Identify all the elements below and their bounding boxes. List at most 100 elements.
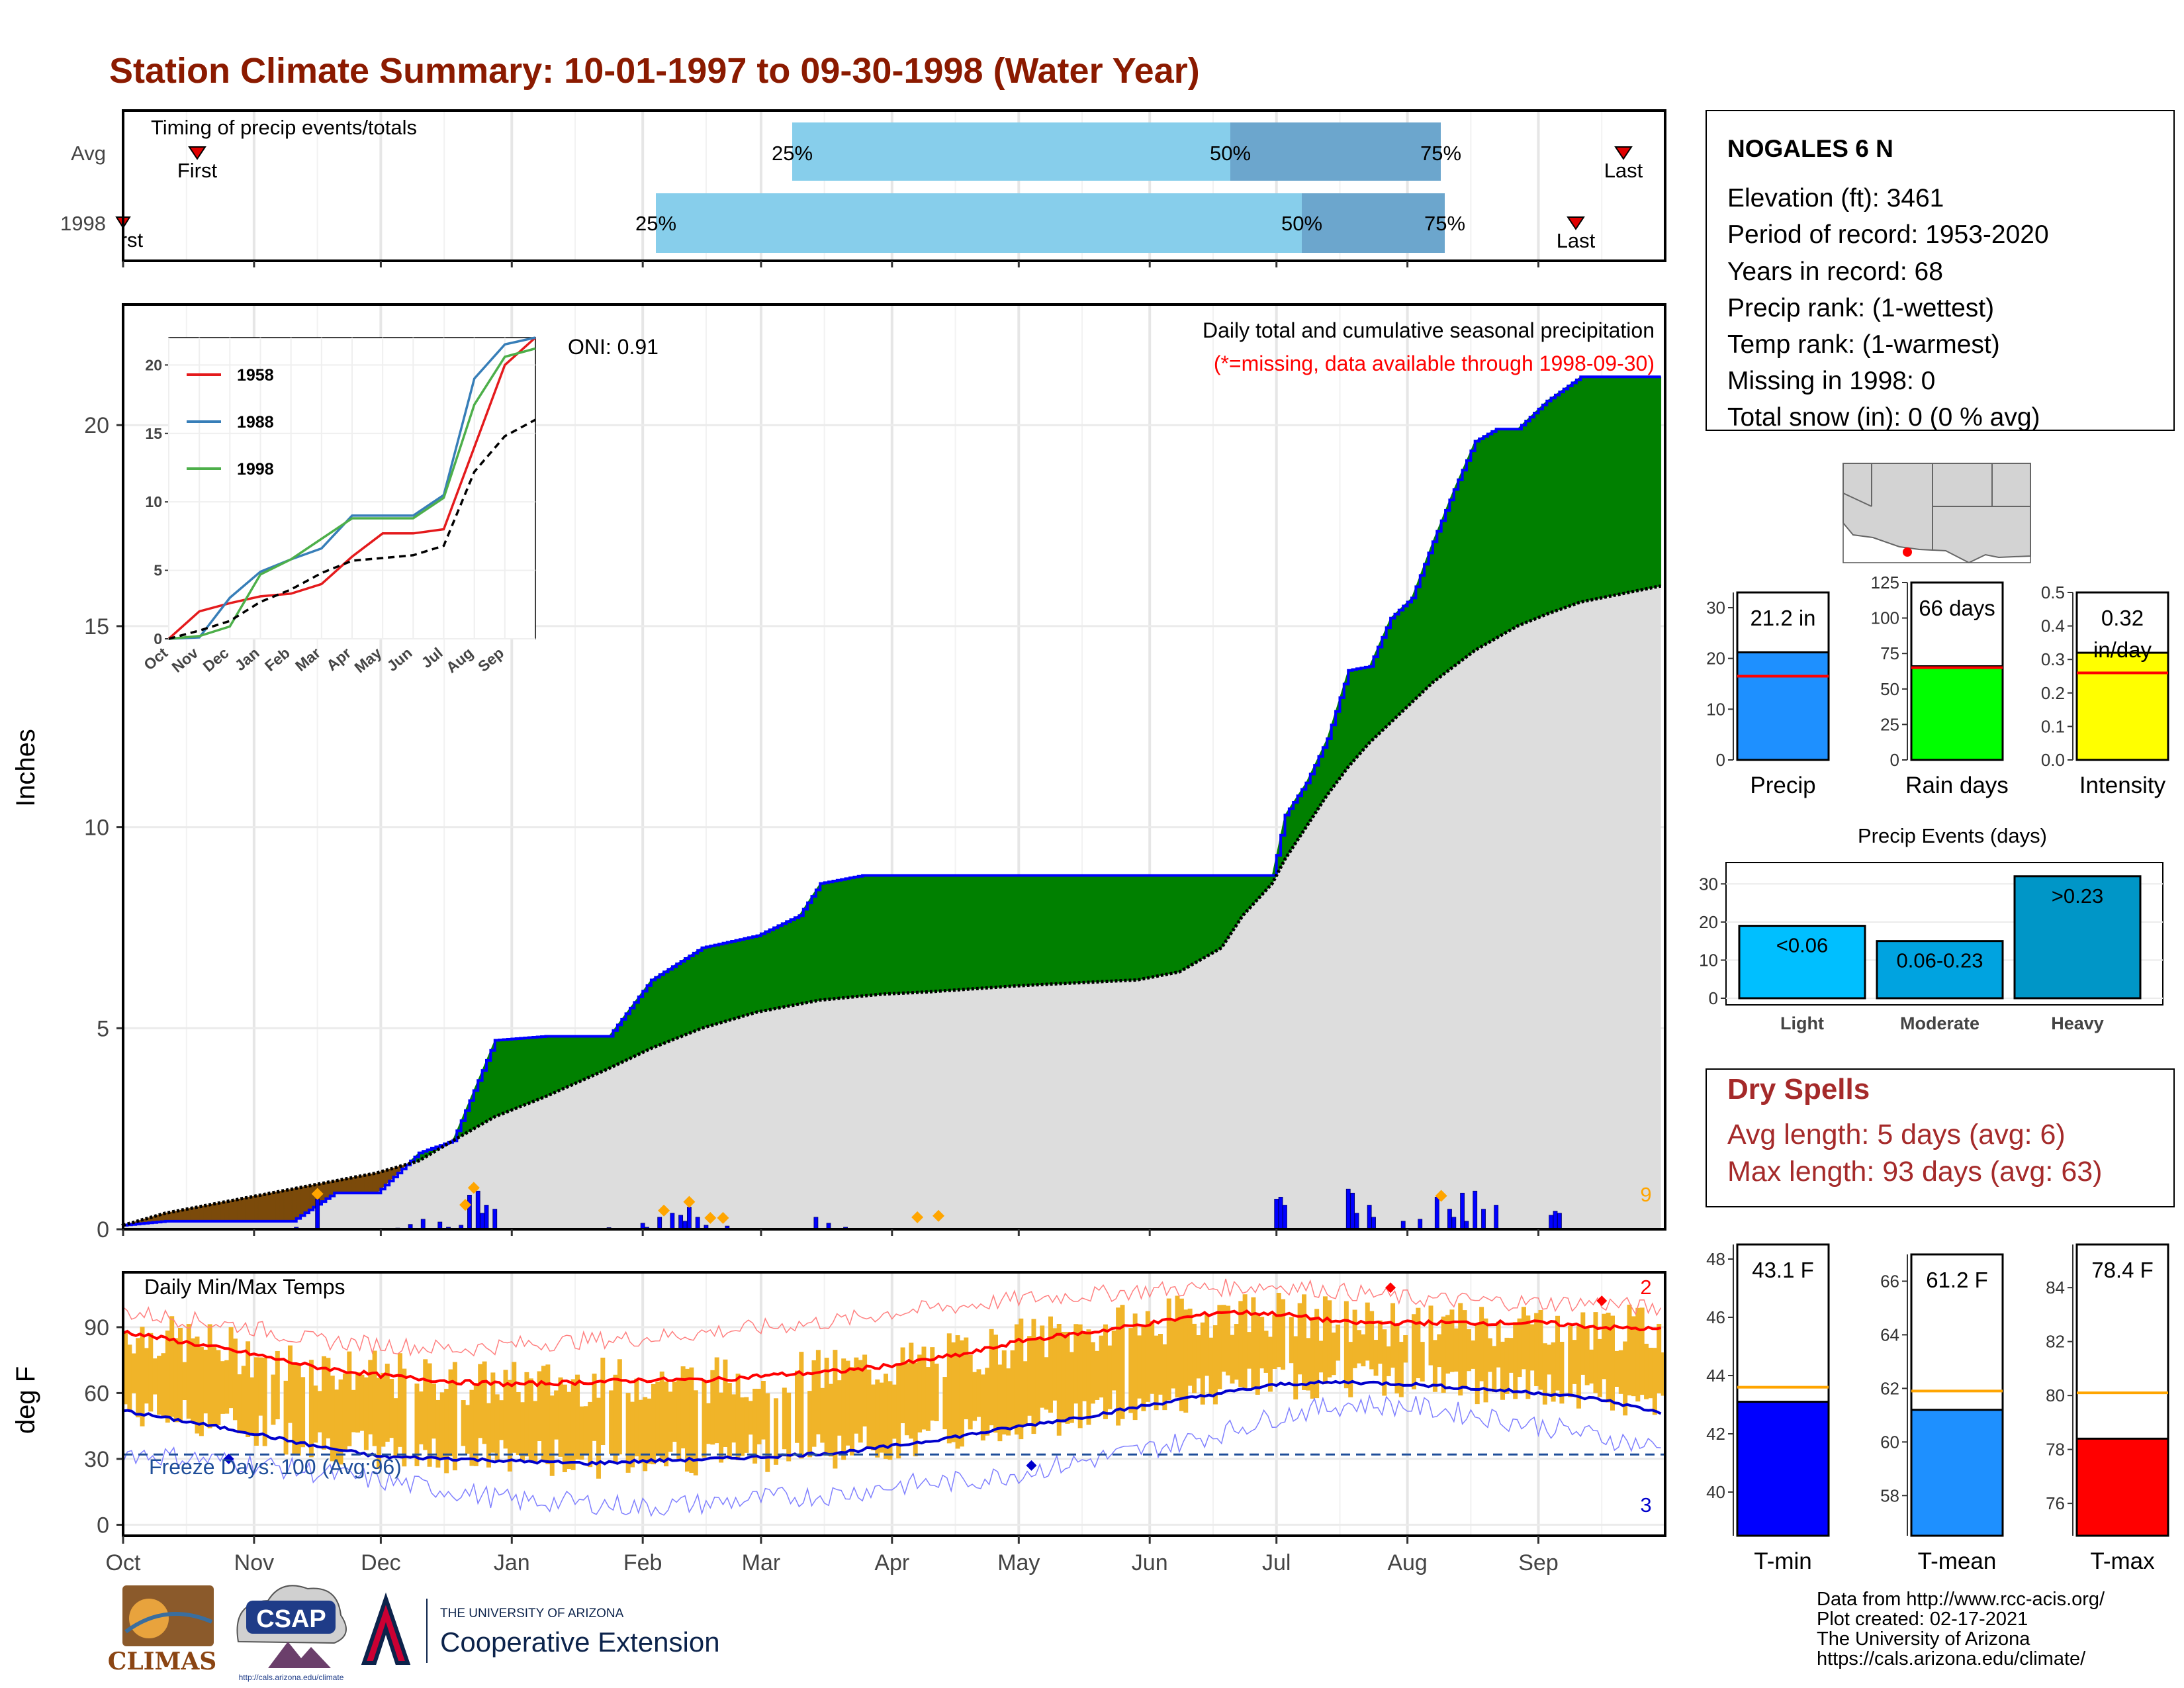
daily-temp-bar bbox=[1183, 1309, 1189, 1413]
raindays-summary-ytick-label-5: 125 bbox=[1871, 573, 1899, 592]
raindays-summary-ytick-label-2: 50 bbox=[1880, 679, 1899, 699]
daily-temp-bar bbox=[389, 1379, 394, 1438]
daily-temp-bar bbox=[1551, 1342, 1556, 1402]
daily-temp-bar bbox=[1428, 1305, 1433, 1366]
daily-precip-bar bbox=[1434, 1197, 1439, 1230]
daily-temp-bar bbox=[875, 1379, 880, 1458]
daily-temp-bar bbox=[1534, 1313, 1539, 1387]
daily-temp-bar bbox=[169, 1316, 175, 1417]
daily-temp-bar bbox=[1542, 1343, 1547, 1405]
year-p75-label: 75% bbox=[1424, 212, 1465, 235]
daily-temp-bar bbox=[579, 1406, 584, 1460]
inset-line-1988 bbox=[168, 336, 536, 640]
tmax-summary-name: T-max bbox=[2090, 1548, 2155, 1574]
daily-temp-bar bbox=[1373, 1340, 1379, 1376]
daily-temp-bar bbox=[634, 1378, 639, 1457]
tmax-summary-ytick-label-0: 76 bbox=[2046, 1493, 2065, 1513]
precip-count-label: 9 bbox=[1640, 1183, 1651, 1206]
daily-precip-bar bbox=[670, 1213, 675, 1230]
heavy-event-marker bbox=[911, 1211, 924, 1223]
daily-temp-bar bbox=[1382, 1329, 1387, 1396]
daily-temp-bar bbox=[152, 1358, 158, 1395]
intensity-summary-ytick-label-0: 0.0 bbox=[2041, 750, 2065, 770]
daily-temp-bar bbox=[1040, 1325, 1045, 1408]
daily-temp-bar bbox=[237, 1374, 242, 1434]
daily-temp-bar bbox=[921, 1346, 927, 1430]
daily-temp-bar bbox=[985, 1368, 990, 1436]
daily-temp-bar bbox=[342, 1373, 347, 1452]
tmin-summary-ytick-label-3: 46 bbox=[1706, 1307, 1725, 1327]
intensity-summary-value-label: 0.32 bbox=[2101, 606, 2144, 630]
daily-temp-bar bbox=[1521, 1307, 1526, 1370]
tmin-summary-ytick-label-4: 48 bbox=[1706, 1249, 1725, 1269]
daily-temp-bar bbox=[1432, 1340, 1437, 1392]
tmin-summary-value-label: 43.1 F bbox=[1752, 1258, 1814, 1282]
daily-temp-bar bbox=[1154, 1335, 1159, 1411]
legend-label-1998: 1998 bbox=[237, 460, 274, 479]
intensity-summary-ytick-label-1: 0.1 bbox=[2041, 716, 2065, 736]
daily-temp-bar bbox=[752, 1388, 758, 1464]
daily-temp-bar bbox=[537, 1371, 542, 1442]
daily-temp-bar bbox=[300, 1377, 306, 1448]
daily-temp-bar bbox=[672, 1382, 677, 1442]
daily-temp-bar bbox=[613, 1374, 618, 1464]
daily-temp-bar bbox=[228, 1327, 234, 1409]
daily-temp-bar bbox=[976, 1369, 981, 1417]
station-box bbox=[1706, 110, 2175, 431]
daily-temp-bar bbox=[744, 1397, 749, 1453]
raindays-summary-bar bbox=[1910, 665, 2004, 761]
daily-temp-bar bbox=[432, 1383, 436, 1439]
daily-precip-bar bbox=[475, 1190, 480, 1230]
daily-temp-bar bbox=[1145, 1311, 1150, 1402]
events-ytick-label-0: 0 bbox=[1709, 988, 1718, 1008]
month-label-5: Mar bbox=[742, 1550, 781, 1575]
climas-emblem-swoosh bbox=[124, 1612, 213, 1634]
month-label-9: Jul bbox=[1262, 1550, 1291, 1575]
daily-temp-bar bbox=[1086, 1329, 1091, 1425]
daily-temp-bar bbox=[1234, 1324, 1239, 1380]
daily-temp-bar bbox=[486, 1403, 491, 1468]
daily-temp-bar bbox=[1331, 1333, 1336, 1376]
daily-temp-bar bbox=[1420, 1342, 1425, 1382]
daily-temp-bar bbox=[1602, 1313, 1607, 1380]
daily-temp-bar bbox=[326, 1358, 331, 1438]
raindays-summary-value-label: 66 days bbox=[1919, 596, 1995, 620]
tmean-summary-bar bbox=[1910, 1409, 2004, 1537]
tmin-summary-ytick-label-1: 42 bbox=[1706, 1424, 1725, 1444]
daily-temp-bar bbox=[148, 1333, 154, 1412]
daily-temp-bar bbox=[1226, 1305, 1231, 1376]
daily-temp-bar bbox=[381, 1372, 386, 1447]
footer: Data from http://www.rcc-acis.org/ Plot … bbox=[1817, 1589, 2105, 1669]
station-period: Period of record: 1953-2020 bbox=[1727, 220, 2049, 249]
daily-precip-bar bbox=[678, 1215, 684, 1230]
daily-temp-bar bbox=[638, 1399, 643, 1464]
daily-temp-bar bbox=[1251, 1297, 1256, 1389]
daily-temp-bar bbox=[283, 1380, 289, 1455]
daily-temp-bar bbox=[1293, 1336, 1298, 1400]
daily-temp-bar bbox=[199, 1347, 204, 1436]
cumulative-1998-line bbox=[123, 375, 1661, 1227]
timing-row-avg: Avg bbox=[71, 142, 106, 165]
events-ytick-label-1: 10 bbox=[1699, 950, 1718, 970]
daily-temp-bar bbox=[1529, 1324, 1535, 1371]
daily-temp-bar bbox=[668, 1391, 673, 1452]
station-info: NOGALES 6 N Elevation (ft): 3461 Period … bbox=[1706, 110, 2175, 432]
daily-temp-bar bbox=[296, 1364, 301, 1456]
precip-missing-note: (*=missing, data available through 1998-… bbox=[1214, 352, 1655, 375]
daily-temp-bar bbox=[220, 1361, 225, 1414]
daily-temp-bar bbox=[1614, 1350, 1619, 1387]
daily-temp-bar bbox=[1538, 1309, 1543, 1390]
daily-precip-bar bbox=[1473, 1190, 1478, 1230]
daily-temp-bar bbox=[1027, 1336, 1032, 1416]
year-last-marker bbox=[1567, 216, 1585, 230]
daily-precip-bar bbox=[1345, 1188, 1351, 1230]
daily-temp-bar bbox=[1580, 1312, 1586, 1375]
daily-temp-bar bbox=[1014, 1324, 1019, 1435]
daily-temp-bar bbox=[735, 1374, 741, 1460]
daily-temp-bar bbox=[271, 1374, 276, 1425]
daily-temp-bar bbox=[862, 1354, 868, 1427]
daily-temp-bar bbox=[524, 1372, 529, 1457]
daily-temp-bar bbox=[1508, 1338, 1514, 1373]
daily-temp-bar bbox=[1242, 1294, 1248, 1389]
daily-temp-bar bbox=[1504, 1337, 1510, 1394]
